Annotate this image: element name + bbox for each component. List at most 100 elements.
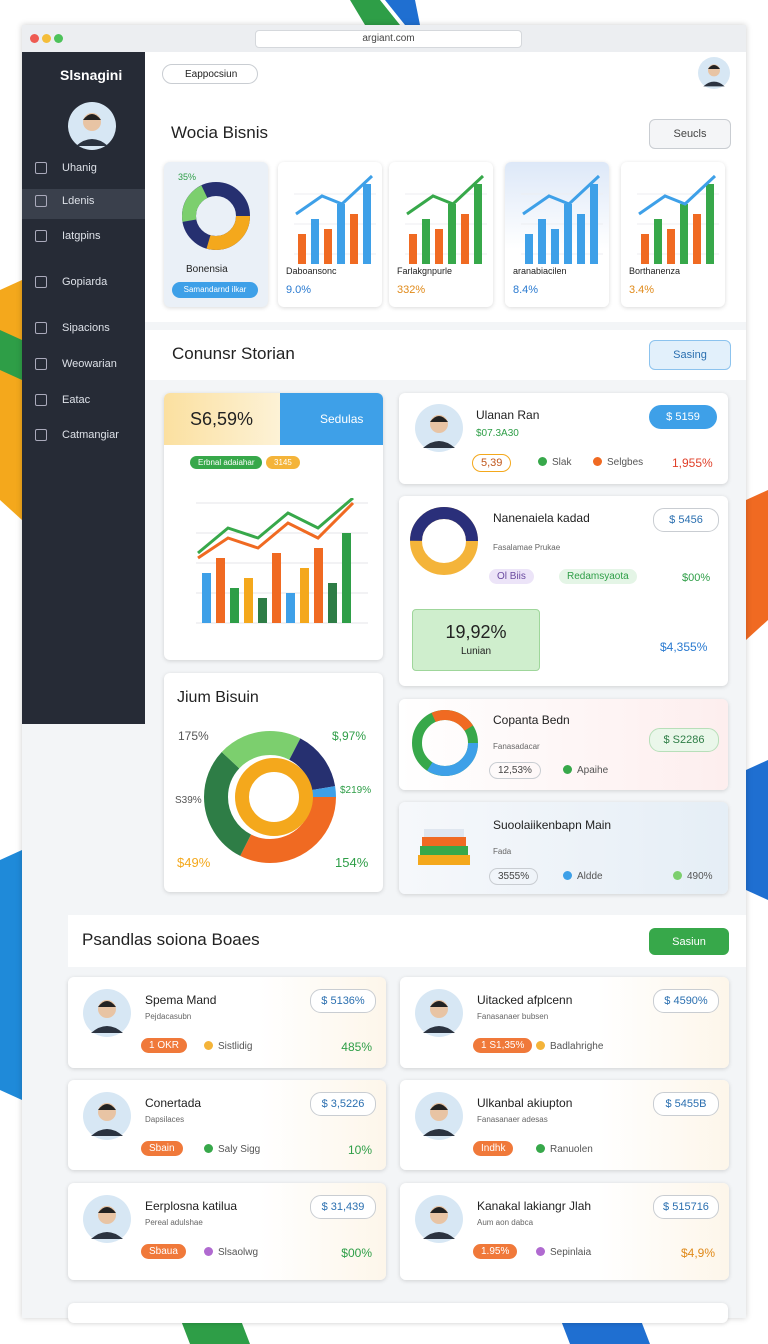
- board-name: Kanakal lakiangr Jlah: [477, 1199, 592, 1213]
- board-button[interactable]: $ 31,439: [310, 1195, 376, 1219]
- avatar: [83, 989, 131, 1037]
- summary-chart: [196, 498, 368, 624]
- metric-card: Daboansonc 9.0%: [278, 162, 382, 307]
- nav-item[interactable]: Eatac: [62, 394, 91, 406]
- item-tag: Aldde: [577, 871, 603, 882]
- box-label: Lunian: [460, 646, 492, 657]
- nav-icon: [35, 230, 47, 242]
- summary-card: S6,59% Sedulas Erbnal adaiahar 3145: [164, 393, 383, 660]
- nav-item[interactable]: Sipacions: [62, 322, 110, 334]
- item-pill: 5,39: [472, 454, 512, 472]
- item-sub: $07.3A30: [476, 428, 519, 439]
- board-tag-group: Slsaolwg: [204, 1247, 258, 1258]
- nav-icon: [35, 322, 47, 334]
- board-tag-group: Sepinlaia: [536, 1247, 591, 1258]
- item-button[interactable]: $ 5159: [649, 405, 717, 429]
- card-value: 332%: [397, 284, 426, 296]
- url-bar[interactable]: argiant.com: [255, 30, 522, 48]
- item-value: 1,955%: [672, 456, 713, 470]
- board-pill: 1 S1,35%: [473, 1038, 533, 1053]
- profile-avatar: [68, 102, 116, 150]
- nav-item[interactable]: Uhanig: [62, 162, 97, 174]
- board-sub: Dapsilaces: [145, 1115, 185, 1124]
- item-value: $00%: [682, 572, 711, 584]
- boards-button[interactable]: Sasiun: [649, 928, 729, 955]
- avatar: [83, 1092, 131, 1140]
- board-button[interactable]: $ 4590%: [653, 989, 719, 1013]
- nav-item[interactable]: Catmangiar: [62, 429, 119, 441]
- item-name: Suoolaiikenbapn Main: [493, 818, 612, 832]
- board-card: Spema Mand Pejdacasubn $ 5136% 1 OKR Sistlid…: [68, 977, 386, 1068]
- stories-button[interactable]: Sasing: [649, 340, 731, 370]
- board-name: Conertada: [145, 1096, 202, 1110]
- card-value: 3.4%: [629, 284, 655, 296]
- item-sub: Fanasadacar: [493, 742, 540, 751]
- board-pill: Sbaua: [141, 1244, 186, 1259]
- summary-tag: Erbnal adaiahar: [190, 456, 263, 469]
- donut-label: S39%: [175, 795, 202, 806]
- avatar: [415, 1092, 463, 1140]
- section-title: Wocia Bisnis: [171, 123, 268, 142]
- nav-item[interactable]: Weowarian: [62, 358, 117, 370]
- board-value: $00%: [341, 1246, 372, 1260]
- section-title: Psandlas soiona Boaes: [82, 930, 260, 949]
- story-item: Suoolaiikenbapn Main Fada 3555% Aldde 49…: [399, 802, 728, 894]
- donut-chart: [204, 731, 336, 863]
- item-name: Ulanan Ran: [476, 408, 540, 422]
- board-tag: Slsaolwg: [218, 1247, 259, 1258]
- card-tag: Samandarnd ilkar: [172, 282, 258, 298]
- nav-icon: [35, 429, 47, 441]
- user-avatar[interactable]: [698, 57, 730, 89]
- avatar: [83, 1195, 131, 1243]
- board-sub: Fanasanaer bubsen: [477, 1012, 549, 1021]
- nav-item[interactable]: Gopiarda: [62, 276, 108, 288]
- item-pill: Redamsyaota: [559, 569, 637, 584]
- item-pill: Ol Biis: [489, 569, 534, 584]
- boards-header: [68, 915, 746, 967]
- summary-badge: 3145: [266, 456, 300, 469]
- card-badge: 35%: [178, 172, 197, 182]
- section-title: Conunsr Storian: [172, 344, 295, 363]
- board-button[interactable]: $ 515716: [653, 1195, 719, 1219]
- card-label: Borthanenza: [629, 266, 681, 276]
- card-label: Daboansonc: [286, 266, 337, 276]
- board-button[interactable]: $ 3,5226: [310, 1092, 376, 1116]
- metric-card: 35% Bonensia Samandarnd ilkar: [164, 162, 268, 307]
- story-item: Ulanan Ran $07.3A30 $ 5159 5,39 Slak Sel…: [399, 393, 728, 484]
- card-value: 9.0%: [286, 284, 312, 296]
- nav-icon: [35, 394, 47, 406]
- story-item: Copanta Bedn Fanasadacar $ S2286 12,53% …: [399, 699, 728, 790]
- board-button[interactable]: $ 5455B: [653, 1092, 719, 1116]
- summary-button[interactable]: Sedulas: [280, 393, 383, 445]
- metric-card: Borthanenza 3.4%: [621, 162, 725, 307]
- item-sub: Fasalamae Prukae: [493, 543, 561, 552]
- item-tag: Selgbes: [607, 457, 644, 468]
- board-name: Ulkanbal akiupton: [477, 1096, 573, 1110]
- item-name: Copanta Bedn: [493, 713, 570, 727]
- card-label: Bonensia: [186, 264, 228, 275]
- item-donut: [412, 710, 478, 776]
- stories-header: [145, 330, 746, 380]
- board-button[interactable]: $ 5136%: [310, 989, 376, 1013]
- tag-dot: [204, 1041, 213, 1050]
- board-pill: 1.95%: [473, 1244, 518, 1259]
- nav-item[interactable]: Ldenis: [62, 195, 95, 207]
- nav-icon: [35, 358, 47, 370]
- board-sub: Pereal adulshae: [145, 1218, 203, 1227]
- item-name: Nanenaiela kadad: [493, 511, 590, 525]
- item-button[interactable]: $ S2286: [649, 728, 719, 752]
- nav-item[interactable]: Iatgpins: [62, 230, 101, 242]
- item-sub: Fada: [493, 847, 512, 856]
- board-tag: Sepinlaia: [550, 1247, 592, 1258]
- board-card: Kanakal lakiangr Jlah Aum aon dabca $ 5157…: [400, 1183, 729, 1280]
- board-tag: Badlahrighe: [550, 1041, 604, 1052]
- board-value: 10%: [347, 1143, 372, 1157]
- item-image: [418, 829, 470, 865]
- item-donut: [410, 507, 478, 575]
- donut-label: 154%: [335, 855, 369, 870]
- summary-value: S6,59%: [164, 393, 280, 445]
- item-button[interactable]: $ 5456: [653, 508, 719, 532]
- search-box[interactable]: Eappocsiun: [162, 64, 258, 84]
- overview-button[interactable]: Seucls: [649, 119, 731, 149]
- board-tag-group: Badlahrighe: [536, 1041, 603, 1052]
